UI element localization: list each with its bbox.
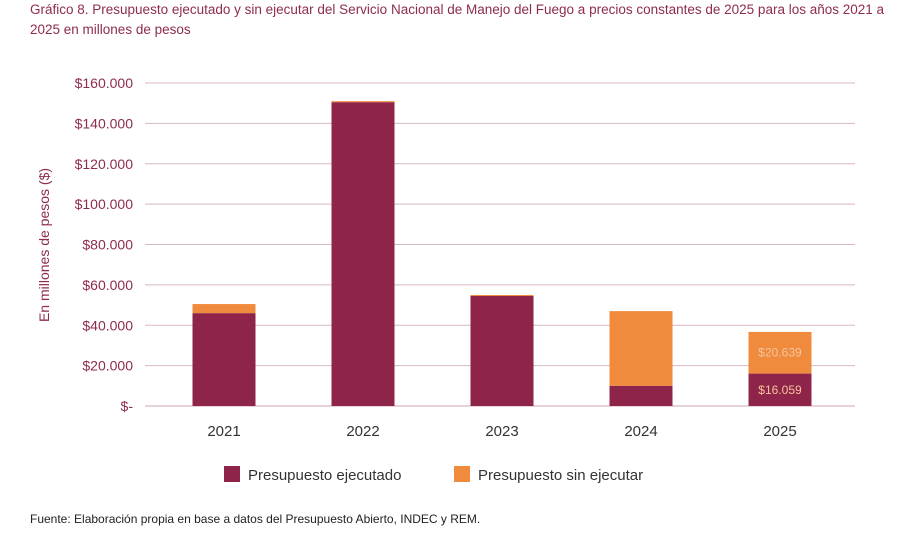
source-note: Fuente: Elaboración propia en base a dat… <box>30 512 481 526</box>
legend-swatch <box>224 466 240 482</box>
y-tick-label: $160.000 <box>75 75 134 91</box>
x-tick-label: 2024 <box>624 423 657 440</box>
bar-segment <box>192 313 256 406</box>
bar-segment <box>470 295 534 406</box>
x-tick-label: 2022 <box>346 423 379 440</box>
x-tick-label: 2021 <box>207 423 240 440</box>
data-label: $20.639 <box>758 346 802 360</box>
chart-title: Gráfico 8. Presupuesto ejecutado y sin e… <box>30 2 885 37</box>
data-label: $16.059 <box>758 383 802 397</box>
bar-segment <box>192 304 256 314</box>
y-tick-label: $80.000 <box>82 237 133 253</box>
x-tick-label: 2025 <box>763 423 796 440</box>
bar-segment <box>331 102 395 406</box>
y-tick-label: $120.000 <box>75 156 134 172</box>
bar-segment <box>609 385 673 406</box>
bar-segment <box>609 311 673 386</box>
bar-segment <box>748 373 812 406</box>
bar-segment <box>331 101 395 103</box>
legend-swatch <box>454 466 470 482</box>
legend-label: Presupuesto sin ejecutar <box>478 467 643 484</box>
bar-segment <box>748 331 812 374</box>
legend-label: Presupuesto ejecutado <box>248 467 401 484</box>
y-tick-label: $140.000 <box>75 115 134 131</box>
y-tick-label: $100.000 <box>75 196 134 212</box>
y-tick-label: $40.000 <box>82 317 133 333</box>
y-tick-label: $- <box>121 398 134 414</box>
y-axis-label: En millones de pesos ($) <box>36 168 52 322</box>
y-tick-label: $60.000 <box>82 277 133 293</box>
y-tick-label: $20.000 <box>82 358 133 374</box>
x-tick-label: 2023 <box>485 423 518 440</box>
bar-segment <box>470 294 534 296</box>
